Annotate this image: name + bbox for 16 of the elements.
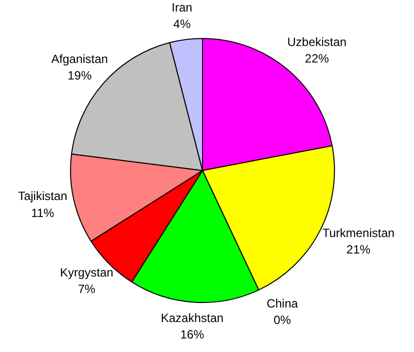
slice-label: Tajikistan bbox=[18, 189, 68, 204]
text: 0% bbox=[274, 313, 291, 328]
data-label: 19% bbox=[68, 68, 92, 83]
data-label: 22% bbox=[304, 52, 330, 66]
slice-label: Kazakhstan bbox=[160, 310, 224, 325]
slice-label: Iran bbox=[172, 0, 192, 14]
slice-label: Kyrgystan bbox=[60, 265, 114, 280]
data-label: 4% bbox=[173, 17, 191, 32]
data-label: 21% bbox=[346, 242, 371, 257]
data-label: 16% bbox=[180, 328, 205, 342]
slice-label: Turkmenistan bbox=[322, 226, 395, 240]
data-label: 7% bbox=[78, 282, 96, 296]
slice-label: Afganistan bbox=[51, 52, 108, 66]
slice-label: Uzbekistan bbox=[287, 34, 347, 49]
category-label: China bbox=[266, 296, 298, 310]
data-label: 11% bbox=[31, 206, 55, 220]
